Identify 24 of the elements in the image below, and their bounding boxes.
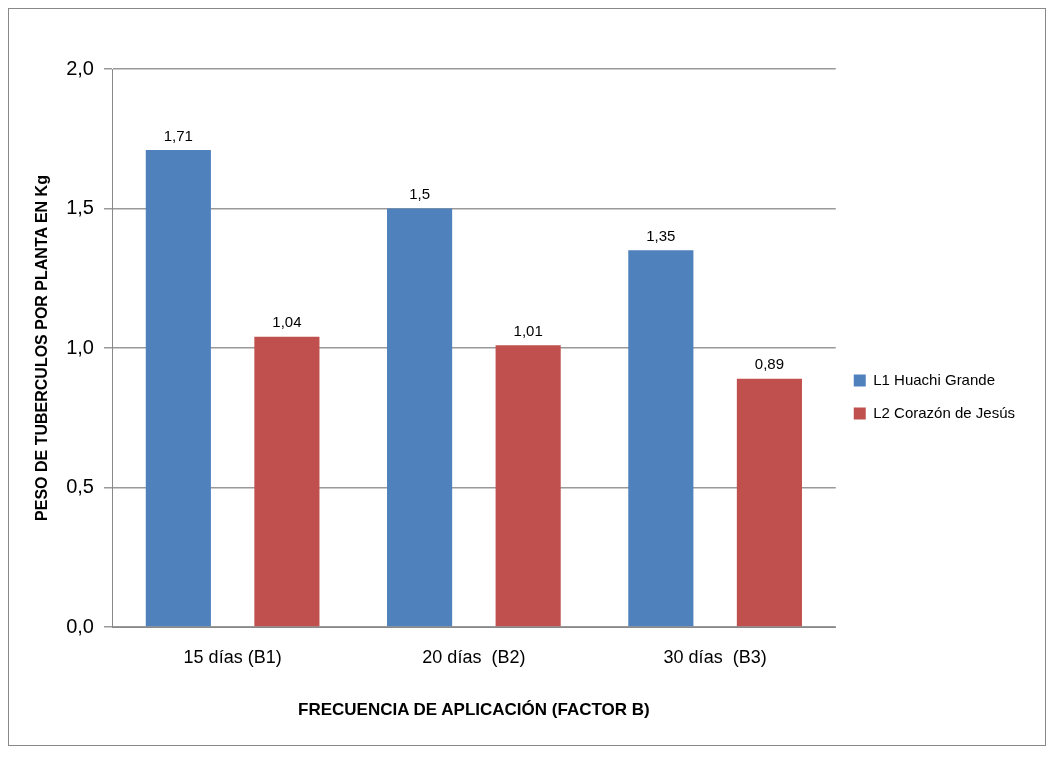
x-tick-label: 15 días (B1) [183,646,282,667]
y-tick-label: 1,0 [66,335,94,358]
legend-label: L2 Corazón de Jesús [873,403,1016,421]
data-label: 1,04 [272,313,302,331]
x-tick-label: 30 días (B3) [663,646,767,667]
bar [387,208,453,627]
data-label: 1,35 [646,226,676,244]
bar [495,345,561,627]
data-label: 1,01 [513,321,543,339]
data-label: 1,5 [409,185,431,203]
y-axis-title: PESO DE TUBERCULOS POR PLANTA EN Kg [33,175,51,521]
data-label: 1,71 [163,126,193,144]
bar [254,336,320,627]
bar [736,378,802,627]
y-tick-label: 0,5 [66,475,94,498]
data-label: 0,89 [754,355,785,373]
x-axis-title: FRECUENCIA DE APLICACIÓN (FACTOR B) [298,700,650,720]
y-tick-label: 1,5 [66,196,94,219]
y-tick-label: 0,0 [66,614,94,637]
legend-label: L1 Huachi Grande [873,370,995,388]
bar [628,250,694,627]
y-tick-label: 2,0 [66,56,94,79]
bar [145,149,211,627]
x-tick-label: 20 días (B2) [422,646,526,667]
